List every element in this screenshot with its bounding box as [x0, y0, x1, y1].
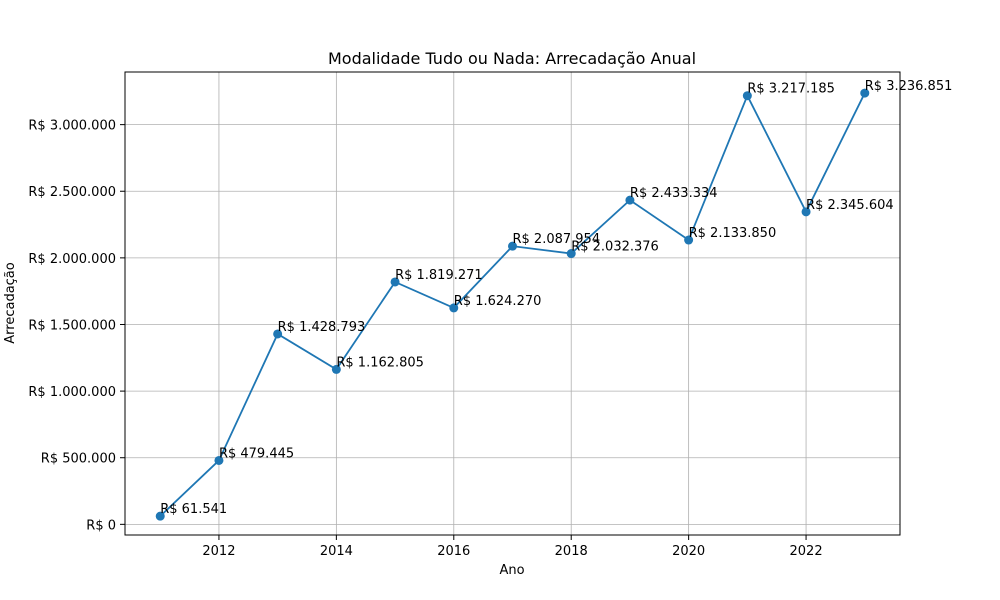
data-label: R$ 2.345.604 [806, 198, 894, 213]
data-point [625, 195, 635, 205]
y-tick-label: R$ 1.500.000 [28, 318, 116, 333]
data-point [449, 303, 459, 313]
data-label: R$ 1.428.793 [278, 320, 366, 335]
y-tick-label: R$ 500.000 [41, 452, 116, 467]
axis-ticks: 2012 2014 2016 2018 2020 2022 R$ 0 R$ 500.000 R$… [28, 119, 822, 559]
data-points [155, 88, 870, 521]
y-tick-label: R$ 2.000.000 [28, 252, 116, 267]
data-label: R$ 2.087.954 [513, 232, 601, 247]
y-tick-label: R$ 3.000.000 [28, 119, 116, 134]
data-point [860, 88, 870, 98]
data-label: R$ 1.162.805 [336, 355, 424, 370]
data-label: R$ 2.433.334 [630, 186, 718, 201]
data-point [801, 207, 811, 217]
chart-title: Modalidade Tudo ou Nada: Arrecadação Anu… [328, 49, 696, 68]
y-tick-label: R$ 1.000.000 [28, 385, 116, 400]
x-tick-label: 2016 [437, 544, 470, 559]
x-axis-label: Ano [499, 563, 524, 578]
data-point [508, 241, 517, 251]
data-point [155, 511, 165, 521]
plot-area [124, 71, 901, 536]
x-tick-label: 2018 [555, 544, 588, 559]
x-tick-label: 2014 [320, 544, 353, 559]
y-axis-label: Arrecadação [3, 262, 18, 344]
data-label: R$ 2.133.850 [689, 226, 777, 241]
data-label: R$ 1.624.270 [454, 294, 542, 309]
x-tick-label: 2022 [790, 544, 823, 559]
data-label: R$ 3.217.185 [747, 82, 835, 97]
data-label: R$ 1.819.271 [395, 268, 483, 283]
x-tick-label: 2012 [202, 544, 235, 559]
data-label: R$ 2.032.376 [571, 240, 659, 255]
data-labels: R$ 61.541 R$ 479.445 R$ 1.428.793 R$ 1.162.… [160, 79, 952, 517]
data-point [684, 235, 694, 245]
data-point [566, 249, 576, 259]
data-label: R$ 61.541 [160, 502, 227, 517]
grid [125, 72, 900, 535]
x-tick-label: 2020 [672, 544, 705, 559]
data-label: R$ 479.445 [219, 446, 294, 461]
data-point [390, 277, 400, 287]
data-point [273, 329, 283, 339]
data-point [742, 91, 752, 101]
y-tick-label: R$ 2.500.000 [28, 185, 116, 200]
data-label: R$ 3.236.851 [865, 79, 953, 94]
data-point [214, 455, 224, 465]
data-point [331, 364, 341, 374]
y-tick-label: R$ 0 [86, 518, 116, 533]
